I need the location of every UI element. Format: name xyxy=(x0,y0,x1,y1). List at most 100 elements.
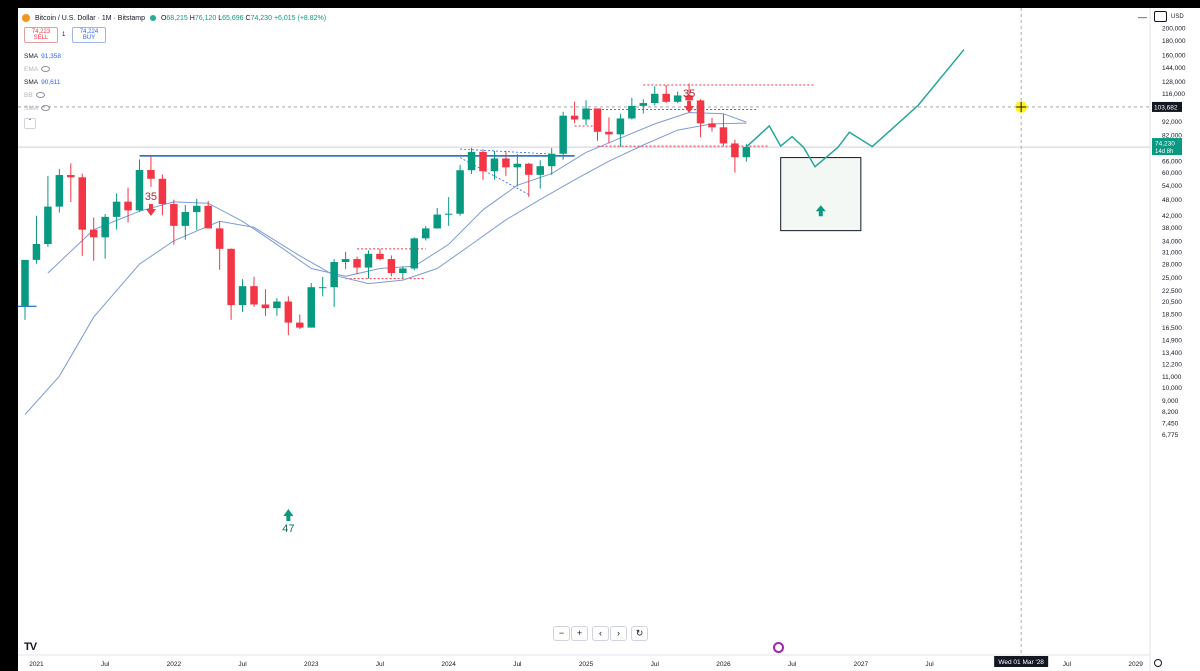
candle-body[interactable] xyxy=(238,286,247,306)
candle-body[interactable] xyxy=(55,175,64,207)
header-row: Bitcoin / U.S. Dollar · 1M · Bitstamp O6… xyxy=(22,14,326,22)
candle-body[interactable] xyxy=(582,108,590,120)
candle-body[interactable] xyxy=(124,201,132,211)
candle-body[interactable] xyxy=(307,287,316,328)
candle-body[interactable] xyxy=(353,259,361,268)
candle-body[interactable] xyxy=(387,259,396,273)
price-tick-label: 116,000 xyxy=(1162,91,1185,98)
zoom-out-button[interactable]: − xyxy=(553,626,570,641)
candle-body[interactable] xyxy=(112,201,121,217)
candle-body[interactable] xyxy=(44,206,52,245)
candle-body[interactable] xyxy=(170,203,178,226)
candle-body[interactable] xyxy=(616,118,625,135)
candle-body[interactable] xyxy=(215,228,224,249)
indicator-sma-2[interactable]: SMA 90,611 xyxy=(24,79,61,86)
candle-body[interactable] xyxy=(135,170,144,211)
candle-body[interactable] xyxy=(559,115,567,154)
candle-body[interactable] xyxy=(330,261,338,288)
collapse-indicators-button[interactable]: ˆ xyxy=(24,118,36,129)
candle-body[interactable] xyxy=(364,253,373,268)
candle-body[interactable] xyxy=(502,158,510,168)
currency-label[interactable]: USD xyxy=(1171,14,1184,20)
eye-icon[interactable] xyxy=(35,92,45,99)
candle-body[interactable] xyxy=(376,253,384,260)
candle-body[interactable] xyxy=(422,228,430,239)
candle-body[interactable] xyxy=(204,205,212,229)
candle-body[interactable] xyxy=(181,212,190,226)
price-axis-panel[interactable] xyxy=(1150,8,1200,671)
eye-icon[interactable] xyxy=(41,105,51,112)
candle-body[interactable] xyxy=(513,163,522,168)
indicator-sma-1[interactable]: SMA 91,358 xyxy=(24,53,61,60)
candle-body[interactable] xyxy=(490,158,499,172)
candle-body[interactable] xyxy=(628,105,636,119)
candle-body[interactable] xyxy=(341,259,350,262)
candle-body[interactable] xyxy=(410,238,419,269)
candle-body[interactable] xyxy=(32,244,41,260)
eye-icon[interactable] xyxy=(41,66,51,73)
candle-body[interactable] xyxy=(651,93,659,104)
candle-body[interactable] xyxy=(158,178,167,204)
indicator-name: SMA xyxy=(24,79,39,86)
minimize-icon[interactable]: — xyxy=(1138,12,1147,22)
crosshair-time-tag xyxy=(994,656,1049,667)
candle-body[interactable] xyxy=(101,216,109,238)
scroll-back-button[interactable]: ‹ xyxy=(592,626,609,641)
candle-body[interactable] xyxy=(605,131,613,135)
candle-body[interactable] xyxy=(273,301,281,309)
candle-body[interactable] xyxy=(639,103,648,106)
candle-body[interactable] xyxy=(284,301,293,323)
candle-body[interactable] xyxy=(147,170,155,179)
candle-body[interactable] xyxy=(662,93,670,102)
sma-slow-line[interactable] xyxy=(24,122,747,415)
candle-body[interactable] xyxy=(250,286,258,305)
candle-body[interactable] xyxy=(399,268,407,273)
candle-body[interactable] xyxy=(67,175,75,178)
candle-body[interactable] xyxy=(78,177,87,230)
candle-body[interactable] xyxy=(89,229,98,238)
candle-body[interactable] xyxy=(456,170,464,214)
candle-body[interactable] xyxy=(547,153,556,167)
price-chart[interactable]: 200,000180,000160,000144,000128,000116,0… xyxy=(18,8,1200,671)
candle-body[interactable] xyxy=(227,248,235,306)
time-tick-label: Jul xyxy=(651,661,660,668)
indicator-sma-3[interactable]: SMA xyxy=(24,105,51,112)
settings-gear-icon[interactable] xyxy=(1154,659,1162,667)
candle-body[interactable] xyxy=(708,123,716,128)
projection-path-line[interactable] xyxy=(745,49,965,168)
buy-price: 74,224 xyxy=(79,29,99,35)
candle-body[interactable] xyxy=(21,259,29,307)
candle-body[interactable] xyxy=(742,147,751,158)
scroll-forward-button[interactable]: › xyxy=(610,626,627,641)
candle-body[interactable] xyxy=(433,214,441,229)
time-tick-label: Jul xyxy=(788,661,797,668)
reset-chart-button[interactable]: ↻ xyxy=(631,626,648,641)
candle-body[interactable] xyxy=(296,322,304,328)
candle-body[interactable] xyxy=(685,95,693,101)
candle-body[interactable] xyxy=(525,163,533,175)
replay-icon[interactable] xyxy=(773,642,784,653)
candle-body[interactable] xyxy=(261,304,270,309)
projection-box-zone[interactable] xyxy=(780,157,862,232)
zoom-in-button[interactable]: + xyxy=(571,626,588,641)
sell-button[interactable]: 74,223 SELL xyxy=(24,27,58,43)
candle-body[interactable] xyxy=(444,213,453,215)
indicator-bb[interactable]: BB xyxy=(24,92,45,99)
candle-body[interactable] xyxy=(673,95,682,102)
symbol-title[interactable]: Bitcoin / U.S. Dollar · 1M · Bitstamp xyxy=(34,14,146,22)
candle-body[interactable] xyxy=(696,100,705,124)
candle-body[interactable] xyxy=(719,127,728,144)
indicator-ema[interactable]: EMA xyxy=(24,66,51,73)
candle-body[interactable] xyxy=(570,115,579,120)
candle-body[interactable] xyxy=(479,151,487,172)
price-tick-label: 10,000 xyxy=(1162,385,1182,392)
buy-button[interactable]: 74,224 BUY xyxy=(72,27,106,43)
candle-body[interactable] xyxy=(467,151,476,171)
candle-body[interactable] xyxy=(593,108,602,132)
candle-body[interactable] xyxy=(318,287,327,289)
candle-body[interactable] xyxy=(193,205,201,213)
candle-body[interactable] xyxy=(536,166,545,175)
candle-body[interactable] xyxy=(731,143,739,158)
time-tick-label: Jul xyxy=(101,661,110,668)
screenshot-icon[interactable] xyxy=(1154,11,1167,22)
